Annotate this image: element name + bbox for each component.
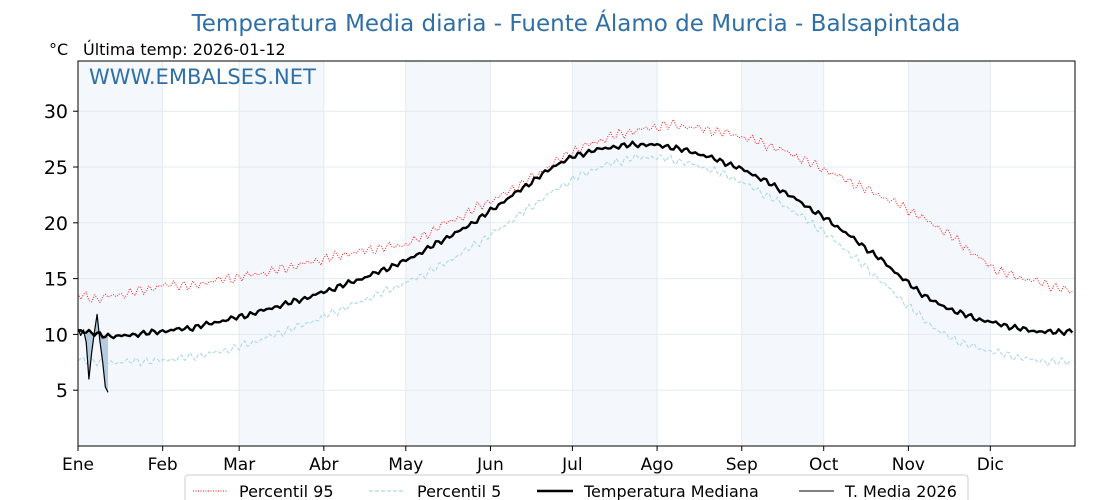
- x-axis-ticks: Ene Feb Mar Abr May Jun Jul Ago Sep Oct Nov Dic: [62, 446, 1004, 475]
- x-tick-label-sep: Sep: [726, 455, 758, 475]
- legend-label-2026: T. Media 2026: [844, 482, 957, 500]
- x-tick-label-nov: Nov: [892, 455, 925, 475]
- x-tick-label-abr: Abr: [309, 455, 338, 475]
- series-line-0: [77, 119, 1073, 304]
- month-band-mar: [239, 61, 324, 446]
- legend: Percentil 95 Percentil 5 Temperatura Med…: [184, 474, 969, 500]
- grid-lines: [77, 61, 1075, 446]
- series-lines: [77, 119, 1074, 393]
- last-temp-label: Última temp: 2026-01-12: [83, 40, 286, 59]
- y-tick-label-25: 25: [44, 157, 68, 179]
- x-tick-label-ago: Ago: [641, 455, 674, 475]
- x-tick-label-jun: Jun: [476, 455, 504, 475]
- unit-label: °C: [49, 40, 68, 59]
- chart-title: Temperatura Media diaria - Fuente Álamo …: [191, 9, 961, 37]
- y-tick-label-10: 10: [44, 324, 68, 346]
- legend-label-p5: Percentil 5: [417, 482, 501, 500]
- legend-label-p95: Percentil 95: [239, 482, 334, 500]
- series-line-3: [77, 313, 109, 393]
- month-band-ene: [78, 61, 163, 446]
- month-band-jul: [572, 61, 658, 446]
- plot-frame: [77, 60, 1076, 447]
- y-axis-ticks: 5 10 15 20 25 30: [44, 101, 78, 402]
- x-tick-label-may: May: [388, 455, 423, 475]
- x-tick-label-dic: Dic: [977, 455, 1004, 475]
- y-tick-label-20: 20: [44, 213, 68, 235]
- y-tick-label-5: 5: [56, 380, 68, 402]
- x-tick-label-oct: Oct: [809, 455, 839, 475]
- month-band-sep: [741, 61, 824, 446]
- series-line-1: [77, 153, 1073, 367]
- legend-box: [184, 474, 969, 500]
- x-tick-label-feb: Feb: [148, 455, 178, 475]
- x-tick-label-ene: Ene: [62, 455, 94, 475]
- legend-label-median: Temperatura Mediana: [583, 482, 759, 500]
- month-band-nov: [908, 61, 991, 446]
- watermark: WWW.EMBALSES.NET: [89, 65, 316, 89]
- series-line-2: [77, 140, 1074, 340]
- y-tick-label-30: 30: [44, 101, 68, 123]
- month-bands: [78, 61, 991, 446]
- y-tick-label-15: 15: [44, 269, 68, 291]
- x-tick-label-jul: Jul: [561, 455, 583, 475]
- x-tick-label-mar: Mar: [223, 455, 255, 475]
